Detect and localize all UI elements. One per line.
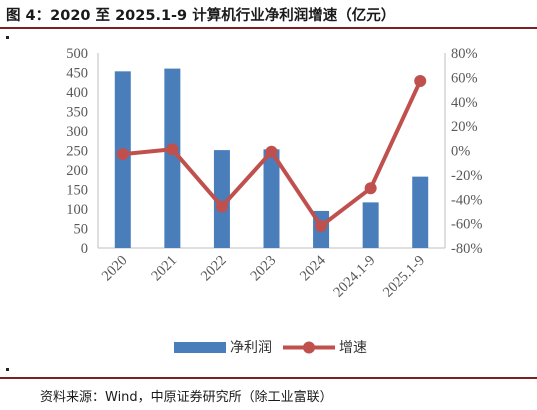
y-right-tick-label: 80% xyxy=(451,46,478,62)
y-right-axis: -80% -60% -40% -20% 0% 20% 40% 60% 80% xyxy=(444,46,482,257)
legend-label-line: 增速 xyxy=(339,340,367,356)
y-left-tick-label: 500 xyxy=(66,46,88,62)
corner-mark-top xyxy=(6,36,9,39)
x-tick-label: 2021 xyxy=(148,253,180,285)
x-tick-label: 2020 xyxy=(99,253,131,285)
y-right-tick-label: 40% xyxy=(451,95,478,111)
y-left-tick-label: 400 xyxy=(66,85,88,101)
x-tick-label: 2024.1-9 xyxy=(330,253,378,301)
bar xyxy=(164,68,181,248)
y-left-tick-label: 0 xyxy=(81,241,88,257)
y-right-tick-label: -40% xyxy=(451,192,482,208)
growth-marker xyxy=(315,220,328,233)
x-tick-label: 2025.1-9 xyxy=(380,253,428,301)
y-left-tick-label: 350 xyxy=(66,105,88,121)
legend: 净利润 增速 xyxy=(174,340,367,356)
legend-label-bar: 净利润 xyxy=(230,340,272,356)
y-left-axis: 0 50 100 150 200 250 300 350 400 450 500 xyxy=(66,46,99,257)
source-rule xyxy=(0,377,537,379)
legend-swatch-bar xyxy=(174,342,226,353)
growth-marker xyxy=(364,182,377,195)
corner-mark-bottom xyxy=(6,368,9,371)
x-tick-label: 2023 xyxy=(248,253,280,285)
y-left-tick-label: 150 xyxy=(66,183,88,199)
bar-series xyxy=(114,68,429,248)
y-right-tick-label: 60% xyxy=(451,70,478,86)
title-rule xyxy=(0,27,537,29)
x-tick-labels: 2020 2021 2022 2023 2024 2024.1-9 2025.1-9 xyxy=(99,252,428,301)
bar xyxy=(213,150,230,248)
y-left-tick-label: 250 xyxy=(66,144,88,160)
y-right-tick-label: -80% xyxy=(451,241,482,257)
source-note: 资料来源：Wind，中原证券研究所（除工业富联） xyxy=(40,390,333,405)
growth-marker xyxy=(166,143,179,156)
y-left-tick-label: 300 xyxy=(66,124,88,140)
y-left-tick-label: 100 xyxy=(66,202,88,218)
y-right-tick-label: -60% xyxy=(451,217,482,233)
x-tick-label: 2022 xyxy=(198,253,230,285)
y-left-tick-label: 200 xyxy=(66,163,88,179)
y-left-tick-label: 450 xyxy=(66,66,88,82)
growth-marker xyxy=(414,75,427,88)
line-series xyxy=(116,75,427,233)
x-tick-label: 2024 xyxy=(297,252,329,284)
y-right-tick-label: -20% xyxy=(451,168,482,184)
bar xyxy=(412,176,429,248)
y-left-tick-label: 50 xyxy=(74,222,89,238)
legend-swatch-marker xyxy=(303,341,315,354)
growth-marker xyxy=(265,145,278,158)
growth-marker xyxy=(215,200,228,213)
figure-title: 图 4：2020 至 2025.1-9 计算机行业净利润增速（亿元） xyxy=(6,8,396,24)
bar xyxy=(362,202,379,248)
bar xyxy=(263,149,280,248)
y-right-tick-label: 20% xyxy=(451,119,478,135)
growth-marker xyxy=(116,148,129,161)
y-right-tick-label: 0% xyxy=(451,144,470,160)
